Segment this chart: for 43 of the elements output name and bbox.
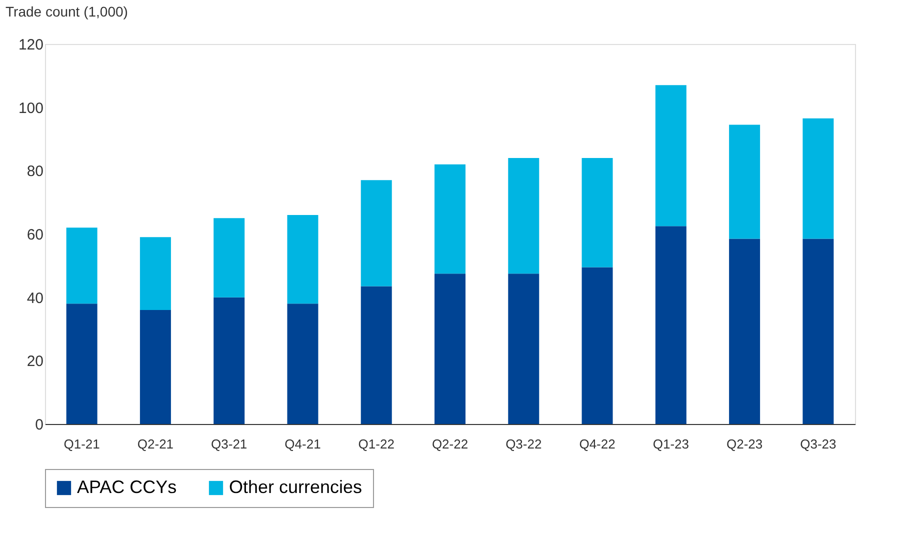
bar [582, 158, 613, 268]
bar [655, 85, 686, 226]
x-tick-label: Q1-22 [358, 436, 394, 452]
bar [434, 274, 466, 424]
bar [802, 238, 834, 424]
bar [802, 118, 834, 239]
x-tick-label: Q3-23 [800, 436, 836, 452]
bar [434, 164, 466, 274]
bar [729, 238, 760, 424]
legend-label: Other currencies [229, 477, 362, 497]
bar [287, 304, 318, 424]
bar [360, 286, 392, 424]
bar [66, 228, 98, 304]
y-axis-title: Trade count (1,000) [6, 4, 128, 20]
bar [360, 180, 392, 286]
x-tick-label: Q1-21 [64, 436, 100, 452]
y-tick-label: 100 [18, 100, 44, 117]
x-tick-label: Q2-22 [432, 436, 468, 452]
y-tick-label: 0 [35, 416, 44, 434]
bar [729, 124, 760, 239]
x-tick-label: Q2-23 [726, 436, 763, 452]
x-tick-label: Q2-21 [137, 436, 174, 452]
bar [287, 215, 318, 304]
bar [508, 158, 540, 274]
y-tick-label: 20 [26, 353, 44, 370]
bar [140, 310, 171, 424]
bar [214, 297, 245, 424]
legend-label: APAC CCYs [77, 477, 177, 497]
bar [508, 274, 540, 424]
bar [214, 218, 245, 298]
bar [140, 237, 171, 310]
x-tick-label: Q3-22 [506, 436, 542, 452]
x-tick-label: Q4-22 [579, 436, 616, 452]
y-tick-label: 60 [26, 226, 44, 244]
bar [66, 304, 98, 424]
y-tick-label: 40 [26, 290, 44, 307]
bar [582, 267, 613, 424]
x-tick-label: Q3-21 [211, 436, 248, 452]
y-tick-label: 80 [26, 163, 44, 180]
x-tick-label: Q1-23 [652, 436, 689, 452]
x-tick-label: Q4-21 [284, 436, 321, 452]
y-tick-label: 120 [18, 36, 44, 54]
bar [655, 226, 686, 424]
